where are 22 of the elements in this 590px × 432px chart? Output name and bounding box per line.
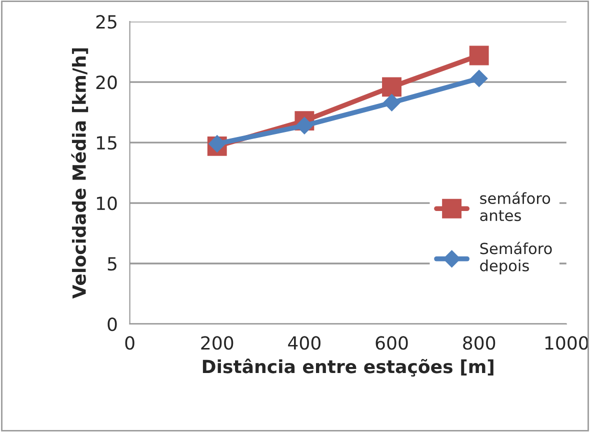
y-tick-label: 10: [97, 196, 117, 210]
point: [208, 135, 226, 152]
x-tick-label: 200: [201, 336, 234, 350]
point: [470, 70, 488, 88]
point: [383, 94, 400, 112]
y-axis-title: Velocidade Média [km/h]: [71, 48, 88, 299]
x-tick-label: 800: [463, 336, 496, 350]
point: [382, 77, 402, 97]
x-tick-label: 0: [125, 336, 134, 350]
x-axis-title: Distância entre estações [m]: [202, 358, 494, 377]
legend-label: Semáforo depois: [480, 242, 552, 274]
x-tick-label: 1000: [545, 336, 588, 350]
y-tick-label: 0: [108, 317, 117, 332]
y-tick-label: 15: [97, 136, 116, 150]
point: [296, 117, 313, 134]
point: [469, 46, 489, 66]
x-tick-label: 400: [288, 336, 320, 350]
y-tick-label: 25: [96, 15, 116, 29]
y-tick-label: 5: [108, 257, 116, 271]
legend-label: semáforo antes: [480, 192, 550, 222]
x-tick-label: 600: [376, 336, 408, 350]
y-tick-label: 20: [96, 76, 117, 90]
